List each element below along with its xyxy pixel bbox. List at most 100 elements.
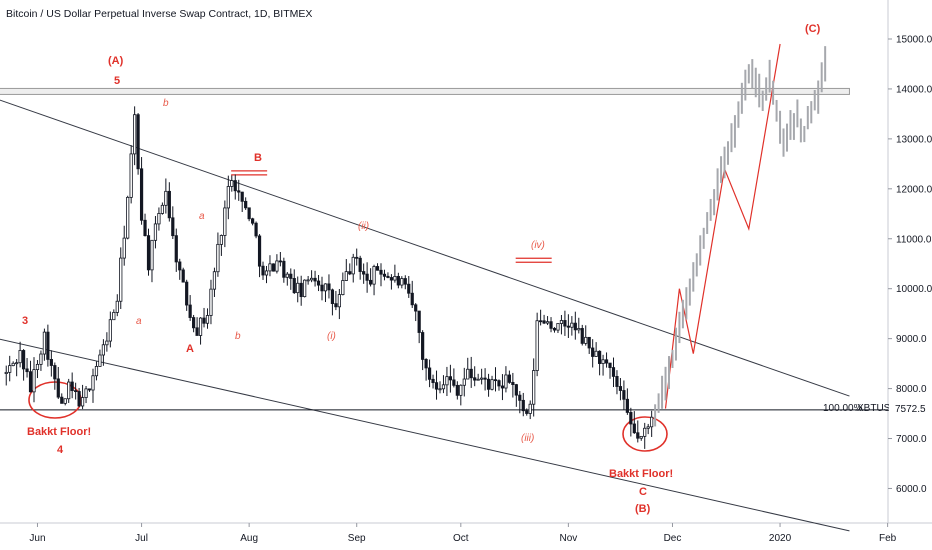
time-tick-label: Sep [348,533,366,544]
time-tick-label: Jul [135,533,148,544]
candle-body [372,266,376,285]
candle-body [327,283,331,291]
candle-body [424,359,428,369]
candle-body [91,375,95,391]
candle-body [18,350,22,364]
trend-line [0,99,850,397]
candle-body [112,312,116,321]
candle-body [77,391,81,407]
candle-body [67,381,71,400]
candle-body [375,266,380,271]
candle-body [46,331,50,360]
candle-body [379,269,383,275]
candle-body [42,331,47,355]
candle-body [212,271,217,290]
candle-body [636,432,640,439]
candle-body [334,303,338,308]
candle-body [421,332,425,360]
candle-body [594,350,598,357]
candle-body [261,265,265,276]
candle-body [486,378,491,390]
candle-body [244,200,248,209]
time-tick-label: Nov [559,533,577,544]
candle-body [153,223,158,241]
candle-body [410,292,414,306]
candle-body [639,435,643,439]
level-label: 100.00% [823,403,863,414]
candle-body [309,277,314,281]
candle-body [577,328,581,331]
candle-body [289,273,293,279]
wave-label-A: A [186,343,194,355]
candle-body [28,371,33,393]
candle-body [330,289,335,305]
candle-body [209,288,213,316]
price-tick-label: 11000.0 [896,234,932,245]
wave-label-i: (i) [327,331,336,342]
candle-body [462,378,466,386]
candle-body [21,350,26,370]
candle-body [271,263,276,272]
candle-body [434,382,439,390]
candle-body [480,377,484,380]
candle-body [70,381,74,392]
candle-body [580,328,584,344]
price-tick-label: 6000.0 [896,484,927,495]
candle-body [53,365,57,380]
candle-body [303,279,307,298]
candle-body [160,204,164,214]
wave-label-a-left: a [136,316,142,327]
projected-wave-path [664,43,781,409]
candle-body [611,367,616,377]
candle-body [493,379,498,382]
resistance-band [0,87,850,95]
candle-body [396,276,400,286]
trend-line [0,338,850,532]
candle-body [344,271,348,281]
candle-body [39,353,43,365]
candle-body [414,304,418,312]
time-tick-label: Feb [879,533,897,544]
candle-body [393,276,397,281]
candle-body [240,191,244,202]
candle-body [528,403,532,414]
wave-label-C-outer: (C) [805,23,821,35]
candle-body [11,362,15,367]
candle-body [257,235,262,267]
candle-body [174,235,178,263]
candle-body [136,114,140,170]
price-tick-label: 8000.0 [896,384,927,395]
candle-body [219,235,223,245]
candle-body [604,359,609,364]
price-tick-label: 7000.0 [896,434,927,445]
candle-body [518,394,522,401]
candle-body [438,388,442,391]
candle-body [563,320,567,327]
candle-body [192,317,196,329]
candle-body [171,217,175,237]
candle-body [157,213,161,225]
candle-body [292,278,296,294]
candle-body [448,376,453,381]
candle-body [84,388,88,398]
price-tick-label: 13000.0 [896,134,932,145]
candle-body [566,325,570,328]
wave-label-5: 5 [114,75,120,87]
candle-body [441,384,446,390]
candle-body [285,273,289,278]
candle-body [150,239,154,271]
wave-label-b-mid: b [235,331,241,342]
bakkt-floor-circle [622,416,668,452]
candle-body [94,366,99,377]
candle-body [119,257,123,302]
candle-body [348,271,352,275]
price-tick-label: 14000.0 [896,84,932,95]
wave-label-a-mid: a [199,211,205,222]
candle-body [382,273,387,277]
wave-labels: 3 4 Bakkt Floor! (A) 5 b a a A b B (i) (… [22,23,821,515]
candle-body [296,282,300,294]
price-tick-label: 10000.0 [896,284,932,295]
wave-label-ii: (ii) [358,221,369,232]
candle-body [365,273,369,281]
